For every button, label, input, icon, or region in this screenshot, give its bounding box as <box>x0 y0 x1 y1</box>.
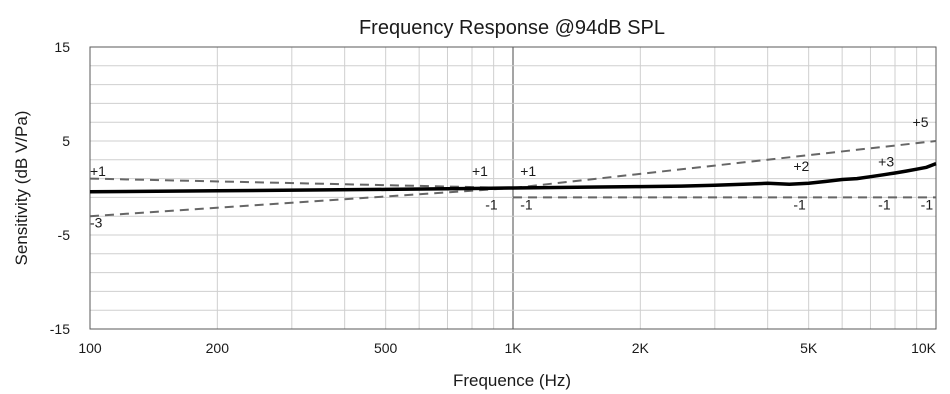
plot-area-frame <box>89 46 937 330</box>
y-tick-label: 15 <box>54 39 70 55</box>
y-tick-label: -5 <box>58 227 71 243</box>
tolerance-annotation: -1 <box>878 197 891 213</box>
tolerance-annotation: -3 <box>90 214 103 230</box>
chart-title: Frequency Response @94dB SPL <box>359 17 665 39</box>
y-tick-labels: 15 5 -5 -15 <box>50 39 70 337</box>
x-tick-label: 200 <box>206 340 230 356</box>
x-axis-label: Frequence (Hz) <box>453 371 571 390</box>
y-tick-label: -15 <box>50 321 70 337</box>
y-tick-label: 5 <box>62 133 70 149</box>
tolerance-line <box>89 187 514 218</box>
tolerance-annotation: +5 <box>913 114 929 130</box>
tolerance-annotation: +3 <box>878 153 894 169</box>
tolerance-annotation: -1 <box>520 197 533 213</box>
response-curve <box>89 161 937 194</box>
tolerance-annotation: -1 <box>921 197 934 213</box>
tolerance-annotations: +1 -3 +1 -1 +1 -1 +2 -1 +3 -1 +5 -1 <box>90 114 933 231</box>
x-tick-label: 5K <box>800 340 818 356</box>
x-tick-labels: 100 200 500 1K 2K 5K 10K <box>78 340 936 356</box>
x-tick-label: 500 <box>374 340 398 356</box>
response-curve-group <box>89 161 937 194</box>
y-axis-label: Sensitivity (dB V/Pa) <box>12 111 31 266</box>
tolerance-annotation: -1 <box>485 197 498 213</box>
x-tick-label: 100 <box>78 340 102 356</box>
tolerance-line <box>512 140 937 189</box>
tolerance-line <box>89 177 514 189</box>
x-tick-label: 10K <box>911 340 937 356</box>
x-tick-label: 1K <box>504 340 522 356</box>
tolerance-annotation: -1 <box>793 197 806 213</box>
tolerance-lines <box>89 140 937 218</box>
tolerance-annotation: +1 <box>472 163 488 179</box>
tolerance-annotation: +2 <box>793 158 809 174</box>
x-tick-label: 2K <box>632 340 650 356</box>
tolerance-annotation: +1 <box>520 163 536 179</box>
tolerance-annotation: +1 <box>90 163 106 179</box>
